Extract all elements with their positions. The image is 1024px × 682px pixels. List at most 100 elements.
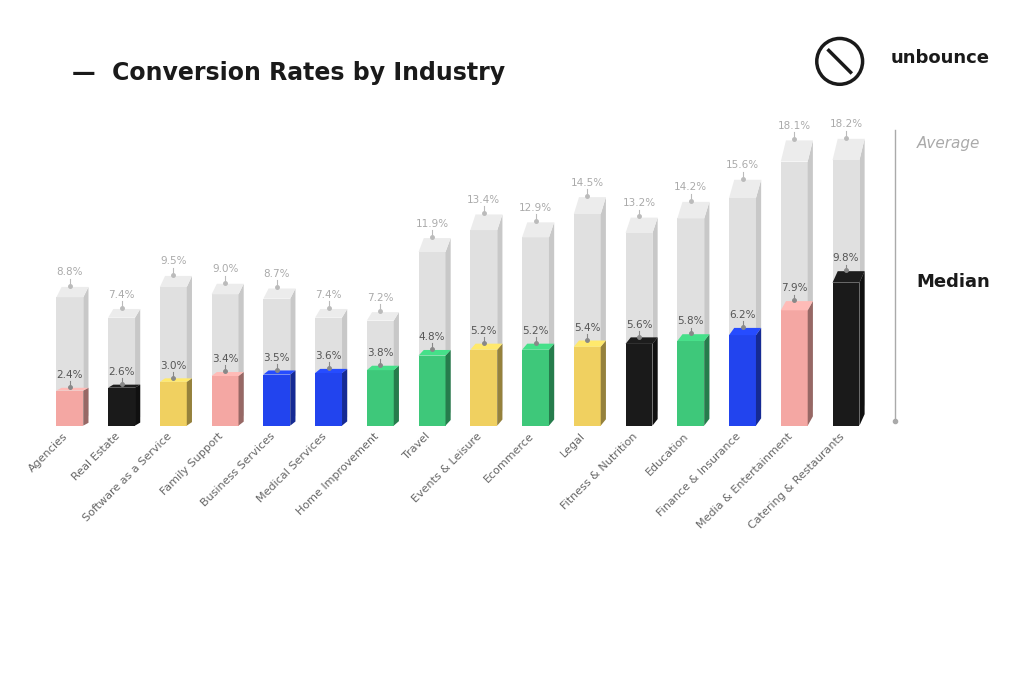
Bar (729, 335, 756, 426)
Text: 9.0%: 9.0% (212, 265, 239, 274)
Polygon shape (780, 301, 813, 310)
Polygon shape (109, 385, 140, 387)
Bar (833, 282, 859, 426)
Text: 5.6%: 5.6% (626, 320, 652, 329)
Bar (212, 295, 239, 426)
Bar (522, 237, 549, 426)
Polygon shape (522, 222, 554, 237)
Bar (367, 321, 394, 426)
Polygon shape (626, 218, 657, 233)
Bar (677, 341, 705, 426)
Bar (833, 160, 859, 426)
Bar (160, 382, 186, 426)
Polygon shape (212, 372, 244, 376)
Polygon shape (626, 338, 657, 344)
Text: 3.8%: 3.8% (367, 348, 393, 358)
Text: 8.8%: 8.8% (56, 267, 83, 278)
Text: 9.5%: 9.5% (160, 256, 186, 267)
Polygon shape (859, 271, 864, 426)
Bar (729, 198, 756, 426)
Polygon shape (756, 328, 761, 426)
Bar (212, 376, 239, 426)
Polygon shape (729, 180, 761, 198)
Bar (263, 374, 290, 426)
Text: 7.9%: 7.9% (781, 284, 808, 293)
Text: 14.2%: 14.2% (674, 182, 708, 192)
Text: 3.0%: 3.0% (160, 361, 186, 370)
Polygon shape (212, 284, 244, 295)
Polygon shape (263, 370, 296, 374)
Text: 13.4%: 13.4% (467, 195, 501, 205)
Polygon shape (239, 284, 244, 426)
Polygon shape (808, 140, 813, 426)
Polygon shape (367, 366, 399, 370)
Polygon shape (833, 139, 864, 160)
Polygon shape (601, 340, 606, 426)
Bar (780, 162, 808, 426)
Polygon shape (445, 238, 451, 426)
Polygon shape (186, 379, 191, 426)
Polygon shape (677, 334, 710, 341)
Text: 12.9%: 12.9% (519, 203, 552, 213)
Polygon shape (859, 139, 864, 426)
Text: 18.1%: 18.1% (777, 121, 811, 131)
Bar (109, 318, 135, 426)
Polygon shape (498, 344, 503, 426)
Bar (419, 355, 445, 426)
Text: 5.8%: 5.8% (678, 316, 705, 327)
Text: 3.5%: 3.5% (263, 353, 290, 363)
Bar (109, 387, 135, 426)
Text: unbounce: unbounce (891, 49, 990, 67)
Polygon shape (470, 214, 503, 230)
Polygon shape (780, 140, 813, 162)
Text: 7.2%: 7.2% (367, 293, 393, 303)
Polygon shape (367, 312, 399, 321)
Text: 6.2%: 6.2% (729, 310, 756, 320)
Polygon shape (677, 202, 710, 218)
Polygon shape (135, 309, 140, 426)
Text: 5.2%: 5.2% (522, 326, 549, 336)
Polygon shape (445, 350, 451, 426)
Bar (573, 347, 601, 426)
Polygon shape (342, 369, 347, 426)
Polygon shape (239, 372, 244, 426)
Text: 5.2%: 5.2% (471, 326, 497, 336)
Text: 9.8%: 9.8% (833, 254, 859, 263)
Polygon shape (729, 328, 761, 335)
Text: 3.6%: 3.6% (315, 351, 342, 361)
Text: 7.4%: 7.4% (315, 290, 342, 299)
Polygon shape (573, 340, 606, 347)
Polygon shape (315, 369, 347, 373)
Polygon shape (833, 271, 864, 282)
Bar (160, 287, 186, 426)
Bar (780, 310, 808, 426)
Text: 2.4%: 2.4% (56, 370, 83, 380)
Bar (367, 370, 394, 426)
Text: 2.6%: 2.6% (109, 367, 135, 377)
Text: Median: Median (916, 273, 990, 291)
Bar (470, 230, 498, 426)
Polygon shape (573, 197, 606, 214)
Text: 5.4%: 5.4% (574, 323, 600, 333)
Polygon shape (549, 222, 554, 426)
Polygon shape (652, 218, 657, 426)
Bar (315, 318, 342, 426)
Polygon shape (186, 276, 191, 426)
Text: 7.4%: 7.4% (109, 290, 135, 299)
Polygon shape (394, 366, 399, 426)
Text: 11.9%: 11.9% (416, 219, 449, 228)
Polygon shape (263, 288, 296, 299)
Polygon shape (315, 309, 347, 318)
Text: —  Conversion Rates by Industry: — Conversion Rates by Industry (73, 61, 506, 85)
Polygon shape (342, 309, 347, 426)
Bar (626, 344, 652, 426)
Polygon shape (290, 370, 296, 426)
Polygon shape (498, 214, 503, 426)
Polygon shape (135, 385, 140, 426)
Text: 13.2%: 13.2% (623, 198, 655, 208)
Polygon shape (290, 288, 296, 426)
Polygon shape (705, 202, 710, 426)
Polygon shape (756, 180, 761, 426)
Polygon shape (83, 287, 88, 426)
Polygon shape (549, 344, 554, 426)
